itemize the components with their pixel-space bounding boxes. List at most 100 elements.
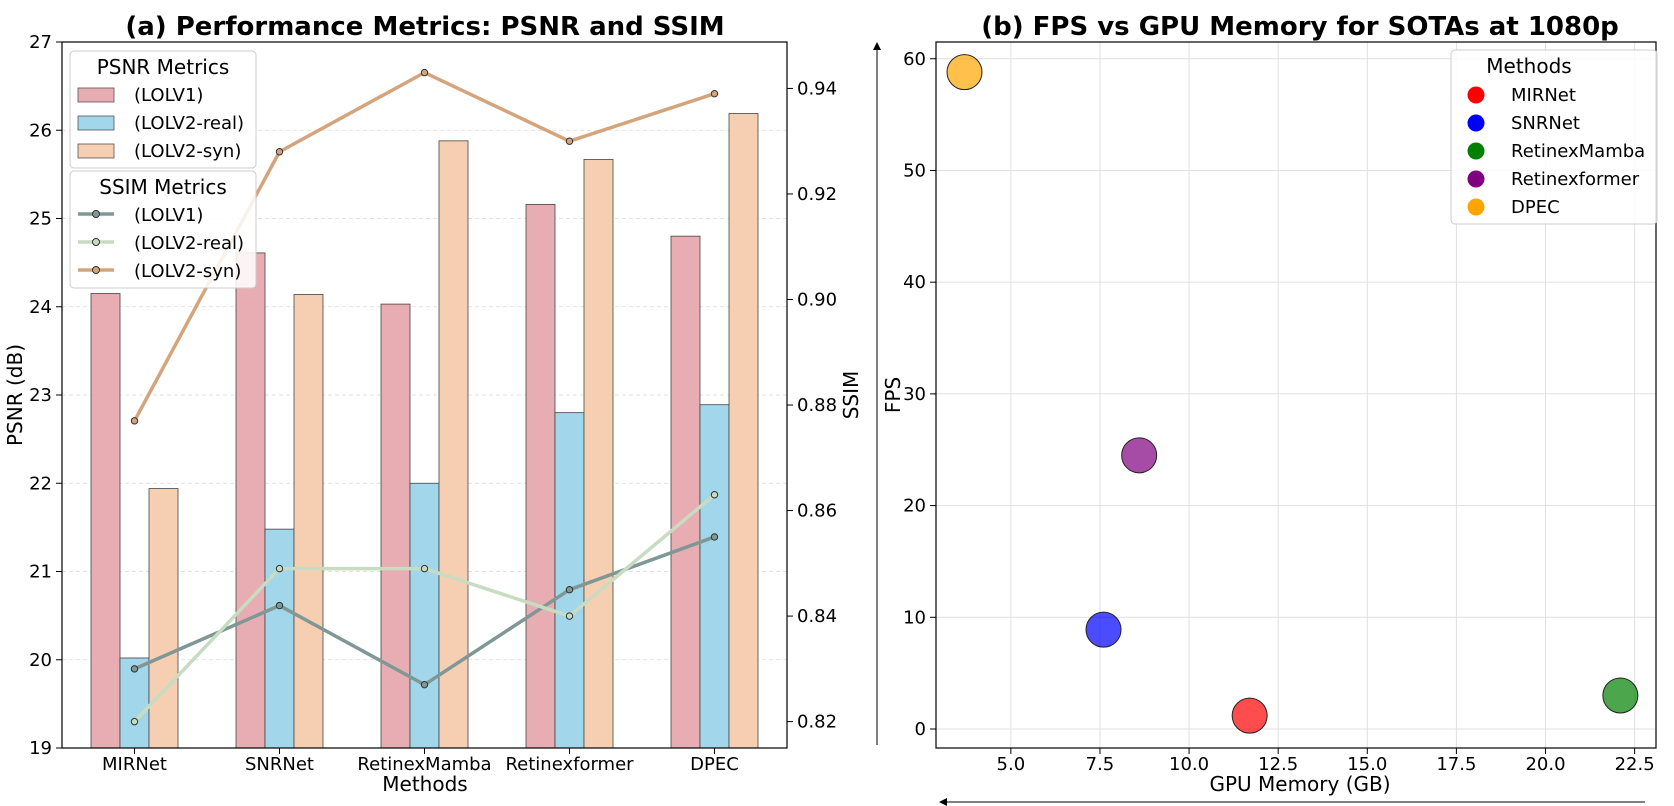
bar xyxy=(699,404,730,749)
ssim-point xyxy=(565,137,574,145)
legend-methods: Methods MIRNet SNRNet RetinexMamba Retinexf… xyxy=(1450,49,1658,225)
y-tick-label: 23 xyxy=(29,385,52,406)
chart-a-x-ticks: MIRNet SNRNet RetinexMamba Retinexformer DPE… xyxy=(102,748,739,775)
chart-b-ylabel: FPS xyxy=(881,377,905,413)
bar xyxy=(90,293,121,749)
ssim-point xyxy=(130,717,139,726)
y-tick-label: 10 xyxy=(903,607,926,628)
bar xyxy=(438,140,469,749)
y2-tick-label: 0.92 xyxy=(797,184,837,205)
ssim-point xyxy=(565,612,574,620)
bar xyxy=(380,303,411,749)
x-tick-label: 20.0 xyxy=(1525,754,1565,775)
x-tick-label: 12.5 xyxy=(1258,754,1298,775)
y2-tick-label: 0.88 xyxy=(797,395,837,416)
x-tick-label: 5.0 xyxy=(997,754,1026,775)
chart-a-ylabel: PSNR (dB) xyxy=(3,344,27,446)
chart-a-y2-ticks: 0.82 0.84 0.86 0.88 0.90 0.92 0.94 xyxy=(787,78,837,733)
legend-ssim-label-lolv1: (LOLV1) xyxy=(134,205,203,226)
legend-marker xyxy=(1467,198,1485,216)
legend-ssim-label-lolv2-syn: (LOLV2-syn) xyxy=(134,261,241,282)
x-tick-label: Retinexformer xyxy=(505,754,634,775)
bar xyxy=(728,113,759,749)
legend-psnr-title: PSNR Metrics xyxy=(97,55,230,79)
bar xyxy=(264,528,295,749)
x-tick-label: RetinexMamba xyxy=(357,754,491,775)
ssim-point xyxy=(710,90,719,98)
y2-tick-label: 0.84 xyxy=(797,606,837,627)
y2-tick-label: 0.94 xyxy=(797,78,837,99)
chart-a-title: (a) Performance Metrics: PSNR and SSIM xyxy=(125,12,724,42)
y-tick-label: 26 xyxy=(29,120,52,141)
legend-psnr: PSNR Metrics (LOLV1) (LOLV2-real) (LOLV2… xyxy=(69,50,257,169)
x-tick-label: 10.0 xyxy=(1169,754,1209,775)
scatter-point-retinexmamba xyxy=(1602,677,1639,714)
x-tick-label: 22.5 xyxy=(1615,754,1655,775)
legend-marker xyxy=(1467,86,1485,104)
y-tick-label: 30 xyxy=(903,384,926,405)
y-tick-label: 50 xyxy=(903,160,926,181)
legend-ssim-label-lolv2-real: (LOLV2-real) xyxy=(134,233,244,254)
ssim-point xyxy=(275,564,284,573)
chart-b-y-ticks: 0 10 20 30 40 50 60 xyxy=(903,49,936,740)
legend-methods-title: Methods xyxy=(1486,54,1571,78)
legend-label: MIRNet xyxy=(1511,85,1576,106)
legend-marker xyxy=(1467,170,1485,188)
legend-label: Retinexformer xyxy=(1511,169,1640,190)
x-tick-label: MIRNet xyxy=(102,754,167,775)
legend-marker xyxy=(1467,142,1485,160)
chart-b-title: (b) FPS vs GPU Memory for SOTAs at 1080p xyxy=(981,12,1619,42)
y-tick-label: 0 xyxy=(915,719,926,740)
y-tick-label: 27 xyxy=(29,32,52,53)
scatter-point-mirnet xyxy=(1231,697,1268,734)
legend-psnr-label-lolv2-real: (LOLV2-real) xyxy=(134,113,244,134)
panel-a: (a) Performance Metrics: PSNR and SSIM 1… xyxy=(3,12,863,796)
chart-b-xlabel: GPU Memory (GB) xyxy=(1209,772,1390,796)
bar xyxy=(409,482,440,749)
ssim-point xyxy=(275,148,284,156)
bar xyxy=(525,203,556,749)
ssim-point xyxy=(565,586,574,594)
y-tick-label: 19 xyxy=(29,738,52,759)
ssim-point xyxy=(130,665,139,673)
ssim-point xyxy=(420,680,429,689)
ssim-point xyxy=(420,68,429,77)
legend-psnr-swatch-lolv2-real xyxy=(77,115,115,131)
y-tick-label: 40 xyxy=(903,272,926,293)
bar xyxy=(670,235,701,749)
legend-ssim-marker-lolv1 xyxy=(92,210,100,218)
y-tick-label: 22 xyxy=(29,473,52,494)
x-tick-label: DPEC xyxy=(690,754,739,775)
x-tick-label: 7.5 xyxy=(1086,754,1115,775)
ssim-point xyxy=(420,564,429,573)
bar xyxy=(148,488,179,749)
y-tick-label: 20 xyxy=(29,650,52,671)
legend-ssim-marker-lolv2-real xyxy=(92,238,100,246)
legend-label: SNRNet xyxy=(1511,113,1580,134)
chart-b-x-arrowhead xyxy=(939,798,947,806)
ssim-point xyxy=(275,601,284,610)
y-tick-label: 21 xyxy=(29,562,52,583)
chart-a-y-ticks: 19 20 21 22 23 24 25 26 27 xyxy=(29,32,62,759)
legend-psnr-swatch-lolv2-syn xyxy=(77,143,115,159)
bar xyxy=(583,158,614,749)
legend-ssim-title: SSIM Metrics xyxy=(99,175,227,199)
legend-ssim-marker-lolv2-syn xyxy=(92,266,100,274)
y-tick-label: 60 xyxy=(903,49,926,70)
ssim-point xyxy=(710,533,719,541)
ssim-point xyxy=(130,417,139,425)
bar xyxy=(554,412,585,749)
panel-b: (b) FPS vs GPU Memory for SOTAs at 1080p… xyxy=(873,12,1658,806)
x-tick-label: SNRNet xyxy=(245,754,314,775)
chart-b-frame xyxy=(935,41,1657,749)
bar xyxy=(119,657,150,749)
x-tick-label: 17.5 xyxy=(1436,754,1476,775)
legend-label: RetinexMamba xyxy=(1511,141,1645,162)
chart-b-grid xyxy=(936,42,1656,748)
ssim-point xyxy=(710,491,719,499)
y2-tick-label: 0.90 xyxy=(797,289,837,310)
y-tick-label: 20 xyxy=(903,496,926,517)
legend-ssim: SSIM Metrics (LOLV1) (LOLV2-real) (LOLV2… xyxy=(69,170,257,289)
legend-psnr-swatch-lolv1 xyxy=(77,87,115,103)
